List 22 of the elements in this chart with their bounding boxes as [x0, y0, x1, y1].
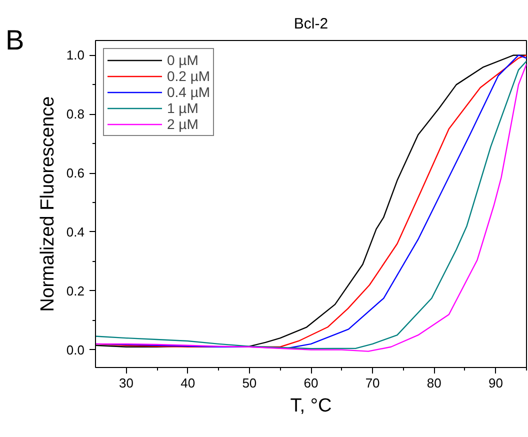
- y-tick-label: 0.8: [66, 106, 85, 122]
- x-axis-title: T, °C: [290, 396, 332, 416]
- x-tick-label: 90: [488, 376, 503, 390]
- chart-title: Bcl-2: [294, 16, 328, 32]
- y-tick-label: 1.0: [66, 48, 85, 63]
- x-tick-label: 70: [365, 376, 380, 390]
- y-tick-label: 0.0: [66, 342, 85, 358]
- legend-label: 0.2 µM: [167, 68, 210, 84]
- legend-label: 1 µM: [167, 100, 198, 116]
- x-tick-label: 60: [304, 376, 318, 390]
- x-tick-label: 50: [242, 376, 257, 390]
- x-tick-label: 80: [426, 376, 442, 390]
- y-axis-title: Normalized Fluorescence: [37, 96, 58, 312]
- legend-label: 0.4 µM: [167, 84, 210, 100]
- y-tick-label: 0.6: [66, 166, 85, 181]
- legend-label: 2 µM: [167, 116, 198, 132]
- y-tick-label: 0.4: [66, 224, 85, 240]
- text: B: [6, 24, 24, 56]
- x-tick-label: 40: [180, 376, 196, 390]
- x-tick-label: 30: [119, 376, 134, 390]
- legend-label: 0 µM: [167, 52, 198, 68]
- y-tick-label: 0.2: [66, 283, 85, 298]
